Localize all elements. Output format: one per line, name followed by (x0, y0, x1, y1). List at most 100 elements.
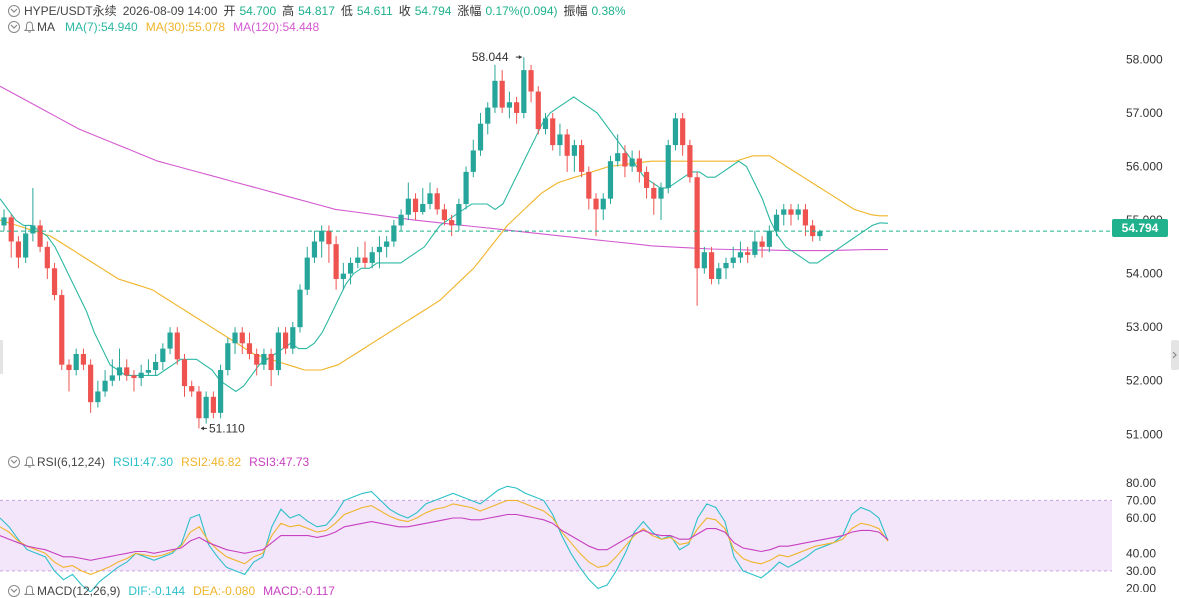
candle-body[interactable] (23, 233, 29, 258)
candle-body[interactable] (622, 153, 628, 167)
candle-body[interactable] (275, 332, 281, 371)
candle-body[interactable] (232, 332, 238, 344)
candle-body[interactable] (658, 187, 664, 199)
bell-icon[interactable] (24, 456, 35, 468)
candle-body[interactable] (362, 257, 368, 263)
candle-body[interactable] (781, 209, 787, 215)
candle-body[interactable] (30, 225, 36, 234)
candle-body[interactable] (564, 134, 570, 156)
candle-body[interactable] (557, 134, 563, 146)
candle-body[interactable] (261, 353, 267, 365)
candle-body[interactable] (550, 118, 556, 146)
candle-body[interactable] (73, 353, 79, 371)
candle-body[interactable] (59, 295, 65, 365)
candle-body[interactable] (629, 158, 635, 167)
candle-body[interactable] (651, 187, 657, 199)
candle-body[interactable] (37, 225, 43, 247)
bell-icon[interactable] (24, 21, 35, 33)
candle-body[interactable] (160, 348, 166, 362)
candle-body[interactable] (485, 107, 491, 124)
candle-body[interactable] (672, 118, 679, 146)
chevron-down-icon[interactable] (8, 21, 20, 33)
candle-body[interactable] (167, 332, 173, 349)
chevron-down-icon[interactable] (8, 456, 20, 468)
candle-body[interactable] (44, 246, 50, 269)
candle-body[interactable] (514, 102, 520, 113)
candle-body[interactable] (355, 257, 361, 263)
candle-body[interactable] (680, 118, 686, 146)
candle-body[interactable] (181, 359, 188, 387)
candle-body[interactable] (225, 343, 231, 371)
candle-body[interactable] (449, 220, 455, 226)
candle-body[interactable] (391, 225, 397, 242)
candle-body[interactable] (153, 361, 159, 371)
panel-expand-handle[interactable] (1171, 340, 1179, 370)
candle-body[interactable] (456, 204, 462, 226)
candle-body[interactable] (333, 244, 339, 279)
candle-body[interactable] (254, 353, 260, 365)
candle-body[interactable] (1, 217, 7, 226)
chevron-down-icon[interactable] (8, 585, 20, 597)
candle-body[interactable] (66, 364, 72, 371)
candle-body[interactable] (492, 80, 498, 108)
candle-body[interactable] (131, 375, 137, 379)
candle-body[interactable] (319, 230, 325, 242)
candle-body[interactable] (297, 289, 303, 328)
candle-body[interactable] (326, 230, 332, 245)
candle-body[interactable] (687, 145, 693, 178)
candle-body[interactable] (246, 343, 253, 354)
candle-body[interactable] (615, 153, 621, 162)
candle-body[interactable] (203, 396, 209, 419)
candle-body[interactable] (542, 118, 549, 130)
candle-body[interactable] (340, 273, 346, 279)
candle-body[interactable] (210, 396, 216, 413)
candle-body[interactable] (15, 241, 22, 258)
candle-body[interactable] (398, 214, 404, 226)
candle-body[interactable] (369, 252, 375, 263)
candle-body[interactable] (745, 252, 751, 255)
candle-body[interactable] (521, 70, 527, 113)
candle-body[interactable] (665, 145, 671, 188)
candle-body[interactable] (405, 198, 411, 215)
candle-body[interactable] (788, 209, 794, 215)
candle-body[interactable] (716, 268, 722, 279)
candle-body[interactable] (174, 332, 180, 360)
candle-body[interactable] (737, 252, 744, 258)
candle-body[interactable] (434, 193, 440, 210)
candle-body[interactable] (376, 246, 383, 253)
candle-body[interactable] (817, 231, 823, 237)
candle-body[interactable] (773, 214, 780, 231)
candle-body[interactable] (427, 193, 433, 205)
candle-body[interactable] (441, 209, 448, 221)
candle-body[interactable] (51, 268, 58, 296)
candle-body[interactable] (290, 327, 296, 349)
candle-body[interactable] (463, 171, 469, 205)
candle-body[interactable] (571, 145, 577, 156)
candle-body[interactable] (218, 370, 224, 413)
candle-body[interactable] (636, 158, 642, 172)
candle-body[interactable] (701, 252, 707, 269)
candle-body[interactable] (304, 257, 310, 290)
candle-body[interactable] (506, 102, 512, 108)
candle-body[interactable] (759, 241, 765, 247)
candle-body[interactable] (795, 209, 801, 215)
candle-body[interactable] (752, 241, 758, 255)
candle-body[interactable] (802, 209, 809, 226)
candle-body[interactable] (694, 177, 700, 269)
candle-body[interactable] (499, 80, 505, 108)
candle-body[interactable] (88, 364, 94, 403)
candle-body[interactable] (412, 198, 419, 213)
candle-body[interactable] (124, 367, 130, 376)
candle-body[interactable] (109, 375, 115, 381)
candle-body[interactable] (607, 161, 614, 199)
candle-body[interactable] (586, 171, 592, 199)
candle-body[interactable] (600, 198, 606, 210)
candle-body[interactable] (268, 353, 274, 371)
left-scroll-handle[interactable] (0, 340, 3, 374)
candle-body[interactable] (528, 70, 534, 92)
candle-body[interactable] (593, 198, 599, 210)
candle-body[interactable] (384, 241, 390, 247)
candle-body[interactable] (80, 353, 87, 365)
candle-body[interactable] (723, 262, 729, 269)
